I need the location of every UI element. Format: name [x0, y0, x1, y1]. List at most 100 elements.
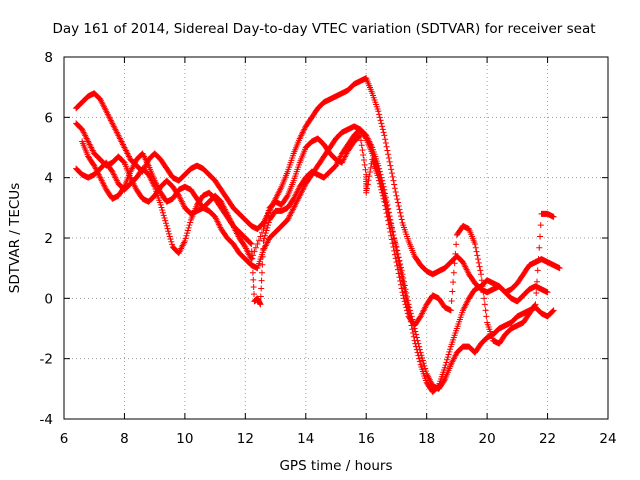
- x-tick-label: 12: [237, 431, 254, 447]
- data-point: [157, 201, 164, 208]
- data-point: [359, 147, 366, 154]
- data-point: [360, 156, 367, 163]
- data-point: [395, 270, 402, 277]
- series-track-c: [73, 126, 563, 395]
- data-point: [413, 346, 420, 353]
- data-point: [397, 213, 404, 220]
- data-point: [183, 232, 190, 239]
- data-point: [448, 297, 455, 304]
- data-point: [159, 207, 166, 214]
- data-point: [444, 354, 451, 361]
- data-point: [450, 269, 457, 276]
- x-tick-label: 6: [60, 431, 69, 447]
- data-point: [388, 232, 395, 239]
- data-point: [393, 192, 400, 199]
- data-point: [265, 210, 271, 217]
- data-point: [449, 288, 456, 295]
- data-point: [380, 195, 387, 202]
- series-track-d: [79, 132, 557, 347]
- data-point: [389, 240, 396, 247]
- y-tick-label: 6: [44, 110, 53, 126]
- x-tick-label: 18: [418, 431, 435, 447]
- y-axis-label: SDTVAR / TECUs: [7, 183, 23, 293]
- data-point: [537, 222, 544, 229]
- data-point: [258, 269, 265, 276]
- data-point: [259, 261, 266, 268]
- data-point: [398, 216, 405, 223]
- data-point: [478, 277, 485, 284]
- data-point: [362, 166, 369, 173]
- data-point: [120, 184, 127, 191]
- x-tick-label: 24: [599, 431, 616, 447]
- data-point: [169, 241, 176, 248]
- data-point: [385, 217, 392, 224]
- data-point: [391, 185, 398, 192]
- data-point: [379, 189, 386, 196]
- data-point: [283, 193, 290, 200]
- data-point: [392, 255, 399, 262]
- data-point: [386, 225, 393, 232]
- data-point: [249, 262, 256, 269]
- data-points: [73, 75, 563, 395]
- data-point: [265, 219, 272, 226]
- data-point: [477, 267, 484, 274]
- data-point: [249, 252, 256, 259]
- data-point: [164, 225, 171, 232]
- y-tick-labels: -4 -2 0 2 4 6 8: [40, 50, 53, 428]
- x-axis-label: GPS time / hours: [279, 458, 392, 474]
- data-point: [392, 188, 399, 195]
- data-point: [379, 192, 386, 199]
- data-point: [375, 174, 382, 181]
- data-point: [184, 227, 191, 234]
- data-point: [263, 215, 270, 222]
- axis-ticks: [63, 56, 609, 420]
- data-point: [248, 256, 255, 263]
- data-point: [413, 343, 420, 350]
- data-point: [168, 238, 175, 245]
- data-point: [453, 241, 460, 248]
- data-point: [385, 221, 392, 228]
- data-point: [258, 277, 265, 284]
- data-point: [262, 218, 269, 225]
- x-tick-label: 22: [539, 431, 556, 447]
- data-point: [444, 356, 451, 363]
- data-point: [532, 301, 539, 308]
- data-point: [409, 326, 416, 333]
- data-point: [401, 295, 407, 302]
- data-point: [247, 240, 254, 247]
- data-point: [398, 285, 405, 292]
- data-point: [387, 162, 394, 169]
- chart-title: Day 161 of 2014, Sidereal Day-to-day VTE…: [52, 21, 595, 37]
- data-point: [451, 260, 458, 267]
- data-point: [535, 256, 542, 263]
- data-point: [415, 352, 422, 359]
- data-point: [257, 233, 264, 240]
- data-point: [261, 220, 268, 227]
- y-tick-label: -2: [40, 352, 53, 368]
- data-point: [480, 289, 487, 296]
- data-point: [388, 166, 395, 173]
- data-point: [356, 133, 363, 140]
- data-point: [376, 114, 383, 121]
- data-point: [421, 362, 428, 369]
- data-point: [450, 279, 457, 286]
- data-point: [249, 269, 256, 276]
- data-point: [260, 225, 267, 232]
- data-point: [381, 132, 388, 139]
- data-point: [397, 281, 404, 288]
- data-point: [410, 330, 417, 337]
- y-tick-label: -4: [40, 412, 53, 428]
- data-point: [536, 244, 543, 251]
- data-point: [445, 351, 452, 358]
- data-point: [163, 222, 170, 229]
- data-point: [383, 210, 390, 217]
- data-point: [182, 235, 189, 242]
- data-point: [160, 212, 167, 219]
- data-point: [401, 298, 408, 305]
- data-point: [397, 277, 404, 284]
- data-point: [261, 235, 268, 242]
- data-point: [537, 233, 543, 240]
- data-point: [264, 212, 271, 219]
- data-point: [385, 151, 392, 158]
- data-point: [261, 232, 268, 239]
